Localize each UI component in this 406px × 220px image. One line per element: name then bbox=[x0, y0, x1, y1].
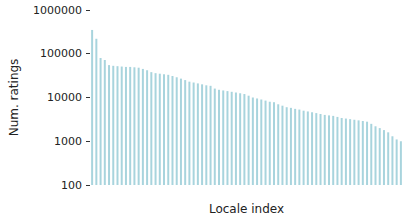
svg-text:Locale index: Locale index bbox=[209, 202, 284, 216]
svg-text:1000000: 1000000 bbox=[33, 4, 82, 17]
svg-text:100: 100 bbox=[61, 179, 82, 192]
svg-text:10000: 10000 bbox=[47, 91, 82, 104]
svg-text:Num. ratings: Num. ratings bbox=[7, 59, 21, 137]
svg-text:100000: 100000 bbox=[40, 47, 82, 60]
svg-text:1000: 1000 bbox=[54, 135, 82, 148]
